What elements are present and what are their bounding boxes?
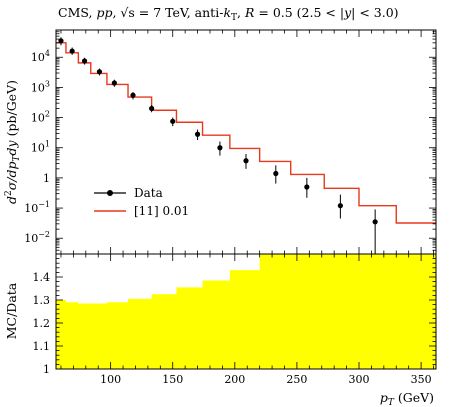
legend-data-label: Data (134, 186, 163, 200)
data-point (58, 38, 64, 44)
y-tick-label: 1 (43, 172, 50, 185)
main-plot-background (56, 30, 436, 254)
ratio-y-axis-label: MC/Data (4, 282, 19, 339)
x-axis-label: pT (GeV) (380, 390, 434, 407)
y-tick-label: 10−2 (24, 230, 50, 245)
data-point (111, 80, 117, 86)
x-tick-label: 350 (411, 373, 432, 386)
data-point (194, 131, 201, 137)
ratio-y-tick-label: 1.3 (33, 294, 51, 307)
ratio-band (56, 254, 436, 369)
data-point (217, 145, 223, 151)
ratio-plot-panel: 1 1.1 1.2 1.3 1.4 100 150 200 250 300 350 (33, 253, 437, 386)
ratio-frame (55, 253, 437, 370)
ratio-y-tick-label: 1.1 (33, 340, 51, 353)
main-plot-panel: 10−2 10−1 1 101 102 103 104 (24, 29, 437, 255)
data-point (130, 92, 136, 98)
y-tick-label: 103 (31, 79, 50, 94)
y-tick-label: 10−1 (24, 200, 50, 215)
x-tick-label: 300 (349, 373, 370, 386)
mc-histogram-line (56, 42, 436, 224)
data-point (273, 170, 279, 177)
data-point (372, 219, 378, 225)
data-point (304, 184, 310, 190)
y-axis-label: d2σ/dpTdy (pb/GeV) (4, 80, 22, 204)
ratio-y-tick-label: 1 (43, 363, 50, 376)
y-tick-label: 102 (31, 110, 50, 125)
legend-data-marker (107, 190, 113, 196)
data-point (81, 58, 88, 64)
ratio-y-tick-label: 1.4 (33, 271, 51, 284)
data-point (170, 118, 176, 124)
data-point (337, 203, 343, 209)
data-point (96, 69, 103, 75)
chart-title: CMS, pp, √s = 7 TeV, anti-kT, R = 0.5 (2… (58, 5, 399, 23)
legend-mc-label: [11] 0.01 (134, 204, 189, 218)
x-tick-label: 100 (100, 373, 121, 386)
data-point (149, 105, 155, 112)
x-tick-label: 150 (162, 373, 183, 386)
y-tick-label: 101 (31, 140, 50, 155)
data-point (69, 48, 75, 54)
y-tick-label: 104 (31, 49, 50, 64)
x-tick-label: 250 (286, 373, 307, 386)
x-tick-label: 200 (224, 373, 245, 386)
ratio-y-tick-label: 1.2 (33, 317, 51, 330)
data-point (243, 158, 249, 164)
legend: Data [11] 0.01 (94, 186, 189, 218)
